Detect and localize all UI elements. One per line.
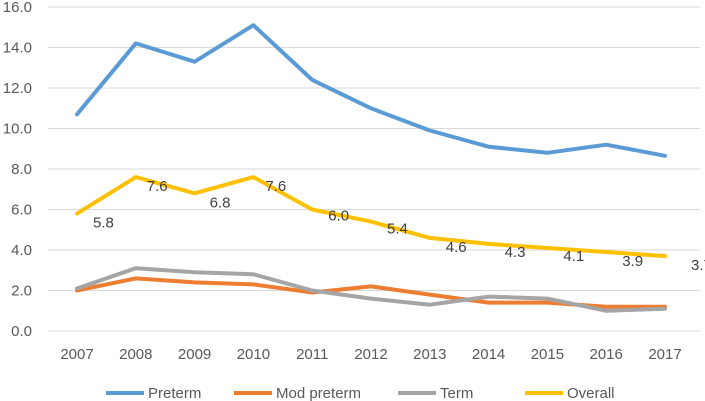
legend: Preterm Mod preterm Term Overall bbox=[106, 385, 615, 401]
y-axis-ticks: 0.0 2.0 4.0 6.0 8.0 10.0 12.0 14.0 16.0 bbox=[3, 0, 32, 340]
y-tick-label: 0.0 bbox=[11, 323, 32, 340]
x-tick-label: 2017 bbox=[648, 346, 681, 363]
legend-item-preterm: Preterm bbox=[106, 385, 201, 401]
data-labels: 5.8 7.6 6.8 7.6 6.0 5.4 4.6 4.3 4.1 3.9 3.7 bbox=[93, 178, 705, 274]
data-label-overall: 4.1 bbox=[563, 248, 584, 265]
legend-label: Overall bbox=[567, 385, 615, 401]
y-tick-label: 16.0 bbox=[3, 0, 32, 16]
y-tick-label: 12.0 bbox=[3, 80, 32, 97]
x-tick-label: 2008 bbox=[119, 346, 152, 363]
x-tick-label: 2007 bbox=[60, 346, 93, 363]
y-tick-label: 6.0 bbox=[11, 202, 32, 219]
data-label-overall: 3.7 bbox=[691, 257, 705, 274]
x-tick-label: 2014 bbox=[472, 346, 505, 363]
x-tick-label: 2015 bbox=[531, 346, 564, 363]
series-line-term bbox=[75, 266, 667, 313]
y-tick-label: 8.0 bbox=[11, 161, 32, 178]
y-tick-label: 4.0 bbox=[11, 242, 32, 259]
x-axis-ticks: 2007 2008 2009 2010 2011 2012 2013 2014 2015 2016… bbox=[60, 346, 681, 363]
series-line-preterm bbox=[75, 23, 667, 158]
data-label-overall: 5.8 bbox=[93, 215, 114, 232]
data-label-overall: 3.9 bbox=[622, 253, 643, 270]
data-label-overall: 5.4 bbox=[387, 221, 408, 238]
series-lines bbox=[75, 23, 667, 313]
y-tick-label: 14.0 bbox=[3, 40, 32, 57]
data-label-overall: 7.6 bbox=[265, 178, 286, 195]
gridlines bbox=[48, 6, 700, 332]
legend-item-term: Term bbox=[398, 385, 473, 401]
x-tick-label: 2011 bbox=[296, 346, 328, 363]
y-tick-label: 10.0 bbox=[3, 121, 32, 138]
data-label-overall: 4.6 bbox=[446, 239, 467, 256]
data-label-overall: 4.3 bbox=[505, 244, 526, 261]
data-label-overall: 6.8 bbox=[210, 194, 231, 211]
x-tick-label: 2012 bbox=[354, 346, 387, 363]
legend-item-mod-preterm: Mod preterm bbox=[234, 385, 361, 401]
x-tick-label: 2013 bbox=[413, 346, 446, 363]
data-label-overall: 6.0 bbox=[328, 208, 349, 225]
legend-label: Mod preterm bbox=[276, 385, 361, 401]
series-line-mod-preterm bbox=[75, 276, 667, 309]
legend-label: Preterm bbox=[148, 385, 201, 401]
x-tick-label: 2009 bbox=[178, 346, 211, 363]
series-line-overall bbox=[75, 175, 667, 259]
legend-item-overall: Overall bbox=[525, 385, 615, 401]
x-tick-label: 2010 bbox=[237, 346, 270, 363]
legend-label: Term bbox=[440, 385, 473, 401]
x-tick-label: 2016 bbox=[590, 346, 623, 363]
y-tick-label: 2.0 bbox=[11, 283, 32, 300]
data-label-overall: 7.6 bbox=[147, 178, 168, 195]
